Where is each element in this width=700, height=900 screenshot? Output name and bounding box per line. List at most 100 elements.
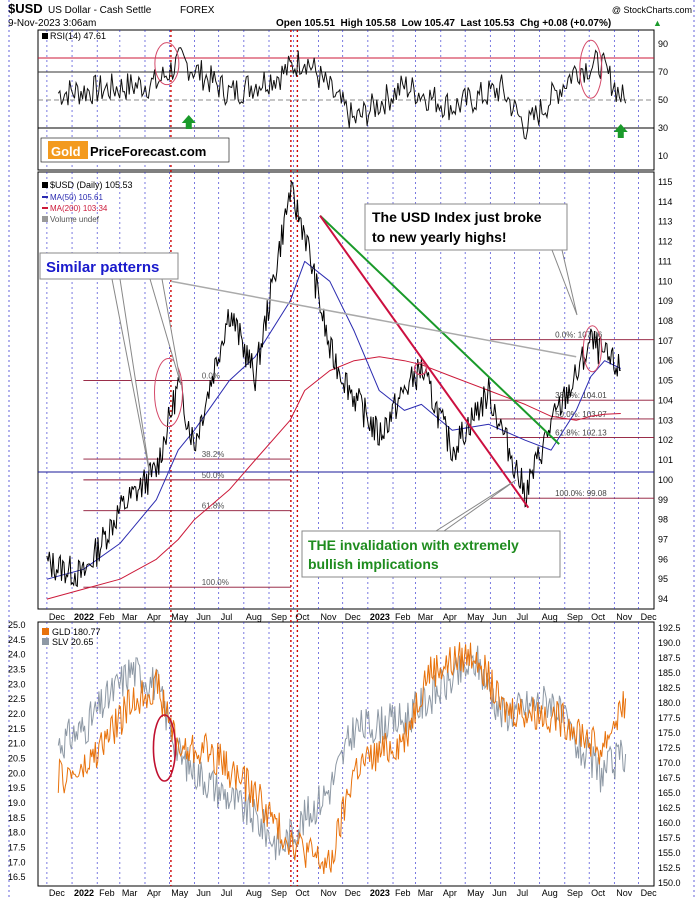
usd-tick-label: 103 (658, 415, 673, 425)
x-axis-label: 2022 (74, 888, 94, 898)
x-axis-label: Jun (492, 612, 507, 622)
rsi-tick-label: 10 (658, 151, 668, 161)
slv-tick-label: 22.5 (8, 694, 26, 704)
invalidation-text-2: bullish implications (308, 556, 439, 572)
gld-tick-label: 177.5 (658, 713, 681, 723)
rsi-tick-label: 70 (658, 67, 668, 77)
x-axis-label: Dec (641, 612, 658, 622)
x-axis-label: 2023 (370, 612, 390, 622)
gld-tick-label: 190.0 (658, 638, 681, 648)
slv-tick-label: 25.0 (8, 620, 26, 630)
slv-legend-swatch (42, 638, 49, 645)
gld-tick-label: 150.0 (658, 878, 681, 888)
x-axis-label: Apr (443, 612, 457, 622)
fib-recent-label: 61.8%: 102.13 (555, 429, 607, 438)
x-axis-label: Aug (246, 612, 262, 622)
usd-tick-label: 98 (658, 515, 668, 525)
x-axis-label: Dec (345, 612, 362, 622)
ma200-line (46, 356, 621, 600)
gld-tick-label: 165.0 (658, 788, 681, 798)
metals-highlight-circle (152, 714, 177, 782)
x-axis-label: Nov (616, 612, 633, 622)
x-axis-label: Oct (591, 888, 606, 898)
gld-tick-label: 167.5 (658, 773, 681, 783)
usd-legend-ma50: MA(50) 105.61 (50, 193, 103, 202)
metals-legend-slv: SLV 20.65 (52, 637, 93, 647)
slv-tick-label: 23.0 (8, 679, 26, 689)
grey-resistance-line (170, 280, 577, 358)
x-axis-label: Aug (542, 888, 558, 898)
slv-line (57, 645, 627, 861)
slv-tick-label: 21.5 (8, 724, 26, 734)
gld-legend-swatch (42, 628, 49, 635)
usd-tick-label: 105 (658, 376, 673, 386)
metals-panel (37, 621, 655, 887)
fib-old-label: 38.2% (202, 450, 225, 459)
usd-tick-label: 107 (658, 336, 673, 346)
x-axis-label: Feb (395, 612, 411, 622)
usd-tick-label: 111 (658, 256, 672, 266)
usd-tick-label: 113 (658, 217, 672, 227)
gld-tick-label: 192.5 (658, 623, 681, 633)
fib-recent-label: 50.0%: 103.07 (555, 410, 607, 419)
rsi-highlight-circle (154, 42, 180, 86)
rsi-tick-label: 90 (658, 39, 668, 49)
x-axis-label: Mar (418, 612, 434, 622)
usd-highlight-circle (153, 357, 183, 427)
x-axis-label: Apr (147, 612, 161, 622)
usd-tick-label: 96 (658, 554, 668, 564)
x-axis-label: Dec (49, 612, 66, 622)
gld-tick-label: 182.5 (658, 683, 681, 693)
yearly-highs-text-2: to new yearly highs! (372, 229, 507, 245)
x-axis-label: Oct (295, 888, 310, 898)
usd-tick-label: 108 (658, 316, 673, 326)
chart-exchange: FOREX (180, 5, 215, 16)
x-axis-label: Nov (320, 612, 337, 622)
slv-tick-label: 21.0 (8, 739, 26, 749)
x-axis-label: Mar (122, 612, 138, 622)
slv-tick-label: 23.5 (8, 664, 26, 674)
slv-tick-label: 18.0 (8, 828, 26, 838)
green-up-arrow-icon (613, 124, 628, 138)
gld-tick-label: 180.0 (658, 698, 681, 708)
x-axis-label: Nov (616, 888, 633, 898)
fib-recent-label: 38.2%: 104.01 (555, 391, 607, 400)
x-axis-label: Apr (147, 888, 161, 898)
x-axis-label: Jul (517, 612, 529, 622)
usd-tick-label: 110 (658, 276, 672, 286)
slv-tick-label: 22.0 (8, 709, 26, 719)
invalidation-text-1: THE invalidation with extremely (308, 537, 519, 553)
x-axis-label: Oct (295, 612, 310, 622)
usd-legend-volume: Volume undef (50, 215, 100, 224)
gld-tick-label: 175.0 (658, 728, 681, 738)
gld-tick-label: 162.5 (658, 803, 681, 813)
invalidation-box (301, 530, 561, 578)
usd-tick-label: 104 (658, 395, 673, 405)
x-axis-label: Jun (196, 612, 211, 622)
usd-tick-label: 115 (658, 177, 672, 187)
x-axis-label: Feb (99, 888, 115, 898)
chart-symbol: $USD (8, 1, 43, 16)
chart-copyright: @ StockCharts.com (612, 5, 692, 15)
usd-tick-label: 94 (658, 594, 668, 604)
fib-old-label: 61.8% (202, 502, 225, 511)
x-axis-label: Jul (221, 612, 233, 622)
slv-tick-label: 24.5 (8, 635, 26, 645)
logo-domain: PriceForecast.com (90, 144, 206, 159)
slv-tick-label: 18.5 (8, 813, 26, 823)
slv-tick-label: 20.0 (8, 768, 26, 778)
x-axis-label: Sep (271, 612, 287, 622)
x-axis-label: Mar (418, 888, 434, 898)
gld-tick-label: 185.0 (658, 668, 681, 678)
gld-tick-label: 170.0 (658, 758, 681, 768)
fib-old-label: 0.0% (202, 372, 220, 381)
rsi-tick-label: 30 (658, 123, 668, 133)
x-axis-label: Aug (542, 612, 558, 622)
slv-tick-label: 16.5 (8, 872, 26, 882)
logo: Gold PriceForecast.com (40, 137, 230, 163)
ma50-line (46, 260, 622, 580)
gld-tick-label: 152.5 (658, 863, 681, 873)
x-axis-label: Sep (271, 888, 287, 898)
x-axis-label: Jun (196, 888, 211, 898)
